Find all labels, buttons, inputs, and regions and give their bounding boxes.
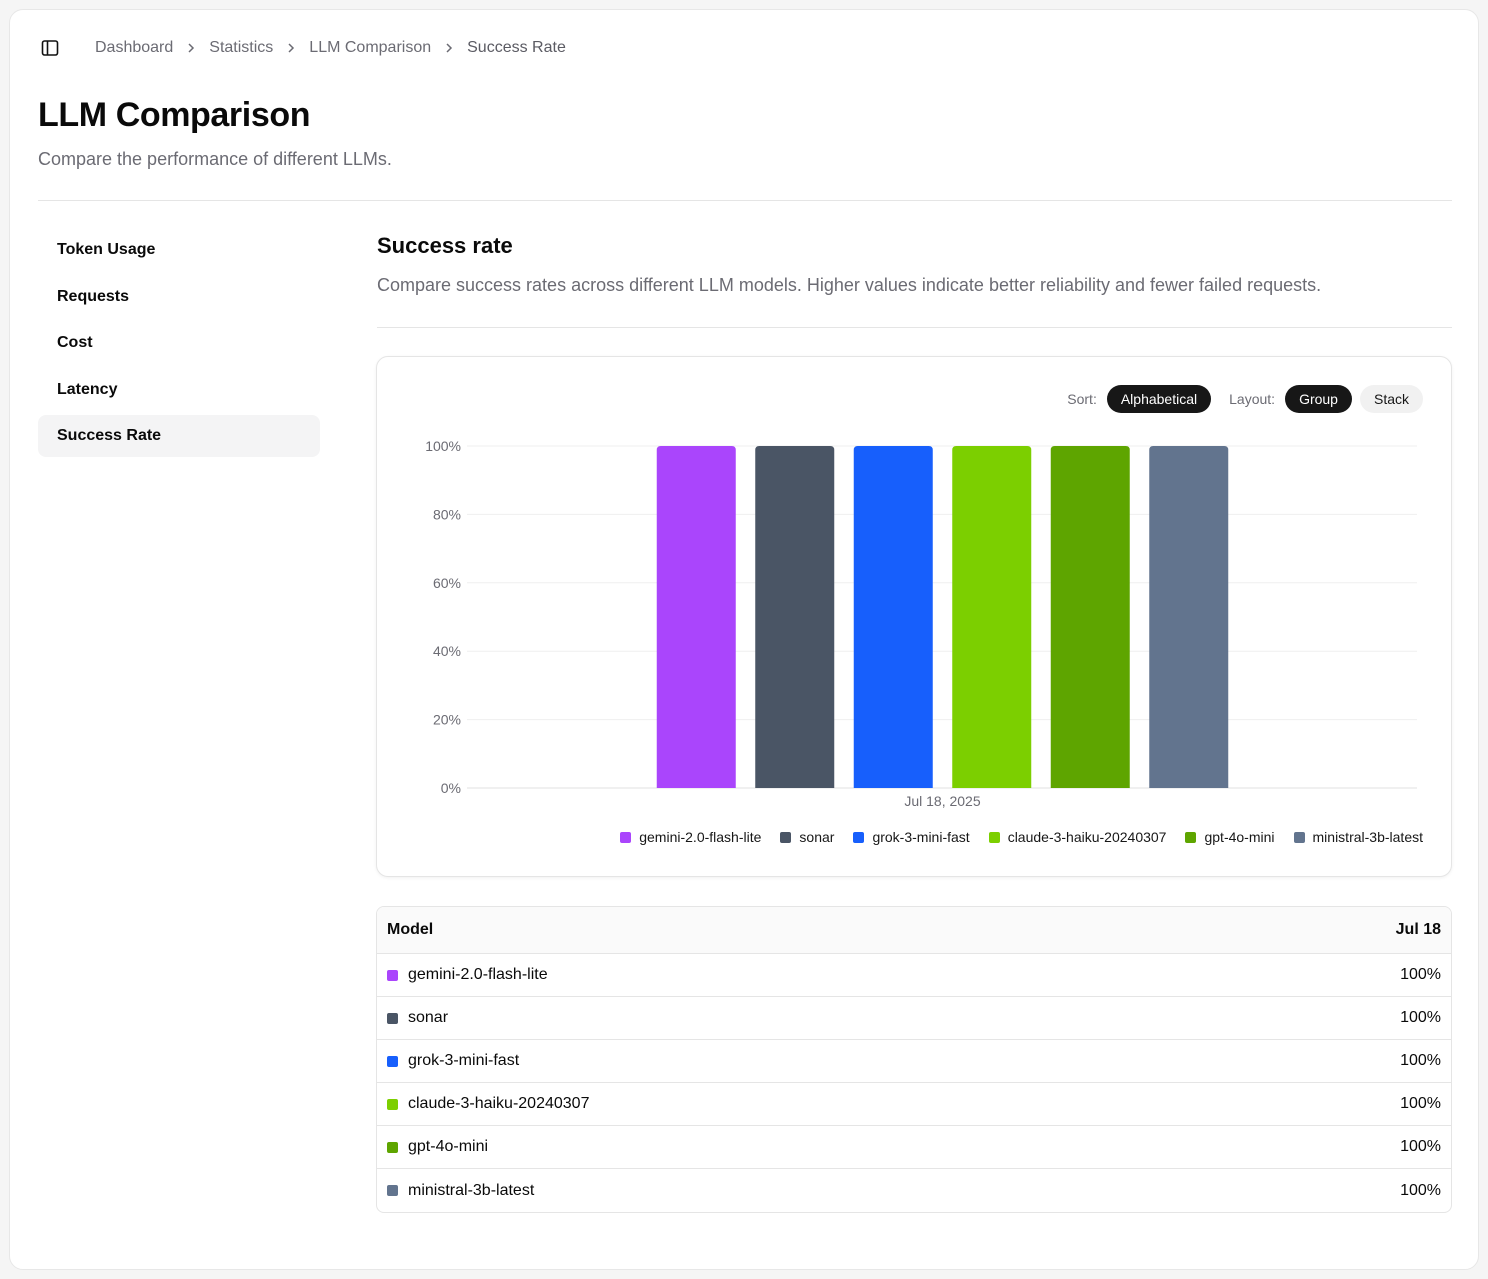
model-cell: gpt-4o-mini (387, 1138, 488, 1156)
breadcrumb-dashboard[interactable]: Dashboard (95, 39, 174, 56)
table-row: gemini-2.0-flash-lite 100% (377, 954, 1451, 997)
table-header: Model Jul 18 (377, 907, 1451, 954)
bar-gpt-4o-mini[interactable] (1050, 446, 1130, 788)
legend-label: grok-3-mini-fast (872, 829, 970, 845)
divider (377, 327, 1452, 328)
legend-label: gpt-4o-mini (1204, 829, 1275, 845)
legend-swatch (620, 831, 632, 843)
legend-label: claude-3-haiku-20240307 (1007, 829, 1167, 845)
success-rate-value: 100% (1400, 1138, 1441, 1155)
success-rate-value: 100% (1400, 1181, 1441, 1199)
nav-item-token-usage[interactable]: Token Usage (57, 241, 156, 258)
sidebar-toggle-icon[interactable] (38, 36, 62, 60)
legend-label: gemini-2.0-flash-lite (639, 829, 762, 845)
model-name: ministral-3b-latest (408, 1181, 535, 1199)
section-nav: Token Usage Requests Cost Latency Succes… (38, 229, 320, 462)
sort-alphabetical-button[interactable]: Alphabetical (1106, 385, 1212, 413)
section-title: Success rate (377, 233, 513, 258)
table-row: claude-3-haiku-20240307 100% (377, 1083, 1451, 1126)
model-name: grok-3-mini-fast (408, 1052, 520, 1069)
chart-card: Sort: Alphabetical Layout: Group Stack 0… (376, 356, 1452, 877)
sort-label: Sort: (1067, 391, 1097, 407)
chevron-right-icon (287, 42, 295, 54)
y-tick-label: 20% (433, 712, 461, 728)
model-cell: grok-3-mini-fast (387, 1052, 519, 1070)
x-tick-label: Jul 18, 2025 (904, 793, 980, 809)
page-title: LLM Comparison (38, 96, 311, 134)
model-swatch (387, 1098, 398, 1110)
nav-item-cost[interactable]: Cost (57, 334, 93, 351)
nav-item-latency[interactable]: Latency (57, 380, 118, 398)
chevron-right-icon (187, 42, 195, 54)
table-row: grok-3-mini-fast 100% (377, 1040, 1451, 1083)
legend-item[interactable]: sonar (780, 829, 834, 845)
model-swatch (387, 969, 398, 981)
section-description: Compare success rates across different L… (377, 275, 1322, 295)
model-name: gpt-4o-mini (408, 1138, 489, 1155)
legend-item[interactable]: ministral-3b-latest (1293, 829, 1423, 845)
y-tick-label: 0% (441, 780, 461, 796)
page-subtitle: Compare the performance of different LLM… (38, 149, 392, 169)
model-name: sonar (408, 1009, 449, 1026)
legend-swatch (1185, 831, 1197, 843)
model-name: gemini-2.0-flash-lite (408, 966, 548, 983)
model-swatch (387, 1141, 398, 1153)
model-swatch (387, 1012, 398, 1024)
success-rate-table: Model Jul 18 gemini-2.0-flash-lite 100% so… (376, 906, 1452, 1213)
divider (38, 200, 1452, 201)
model-swatch (387, 1185, 398, 1196)
nav-item-requests[interactable]: Requests (57, 287, 130, 305)
breadcrumb: Dashboard Statistics LLM Comparison Succ… (95, 39, 566, 57)
legend-swatch (988, 831, 1000, 843)
model-cell: claude-3-haiku-20240307 (387, 1095, 589, 1113)
bar-grok-3-mini-fast[interactable] (853, 446, 933, 788)
model-cell: sonar (387, 1009, 448, 1027)
legend-swatch (780, 831, 792, 843)
legend-item[interactable]: grok-3-mini-fast (853, 829, 970, 845)
bar-gemini-2.0-flash-lite[interactable] (656, 446, 736, 788)
bar-ministral-3b-latest[interactable] (1149, 446, 1229, 788)
table-row: ministral-3b-latest 100% (377, 1169, 1451, 1212)
model-cell: gemini-2.0-flash-lite (387, 966, 548, 984)
column-header-model: Model (387, 921, 434, 938)
chart-controls: Sort: Alphabetical Layout: Group Stack (1067, 385, 1423, 413)
success-rate-value: 100% (1400, 1052, 1441, 1069)
chevron-right-icon (445, 42, 453, 54)
column-header-date: Jul 18 (1395, 921, 1441, 938)
layout-label: Layout: (1229, 391, 1276, 407)
success-rate-value: 100% (1400, 1095, 1441, 1112)
y-tick-label: 40% (433, 643, 461, 659)
top-bar: Dashboard Statistics LLM Comparison Succ… (38, 36, 566, 60)
legend-swatch (1293, 831, 1305, 843)
success-rate-value: 100% (1400, 966, 1441, 983)
bar-claude-3-haiku-20240307[interactable] (952, 446, 1032, 788)
success-rate-chart: 0% 20% 40% 60% 80% 100% Jul 18, 2025 (425, 438, 1417, 809)
nav-item-success-rate[interactable]: Success Rate (38, 415, 320, 457)
legend-item[interactable]: claude-3-haiku-20240307 (988, 829, 1167, 845)
legend-swatch (853, 831, 865, 843)
breadcrumb-llm-comparison[interactable]: LLM Comparison (309, 39, 432, 56)
legend-item[interactable]: gpt-4o-mini (1185, 829, 1275, 845)
legend-label: sonar (799, 829, 835, 845)
layout-stack-button[interactable]: Stack (1359, 385, 1423, 413)
chart-legend: gemini-2.0-flash-lite sonar grok-3-mini-fa… (620, 829, 1423, 845)
breadcrumb-statistics[interactable]: Statistics (209, 39, 274, 56)
legend-item[interactable]: gemini-2.0-flash-lite (620, 829, 761, 845)
breadcrumb-current: Success Rate (467, 39, 566, 56)
layout-group-button[interactable]: Group (1285, 385, 1352, 413)
legend-label: ministral-3b-latest (1312, 829, 1423, 845)
model-cell: ministral-3b-latest (387, 1182, 534, 1200)
bar-sonar[interactable] (755, 446, 835, 788)
table-row: gpt-4o-mini 100% (377, 1126, 1451, 1169)
y-tick-label: 80% (433, 506, 461, 522)
table-row: sonar 100% (377, 997, 1451, 1040)
model-name: claude-3-haiku-20240307 (408, 1095, 590, 1112)
y-tick-label: 100% (425, 438, 461, 454)
app-window: Dashboard Statistics LLM Comparison Succ… (9, 9, 1479, 1270)
model-swatch (387, 1055, 398, 1067)
success-rate-value: 100% (1400, 1009, 1441, 1026)
y-tick-label: 60% (433, 575, 461, 591)
